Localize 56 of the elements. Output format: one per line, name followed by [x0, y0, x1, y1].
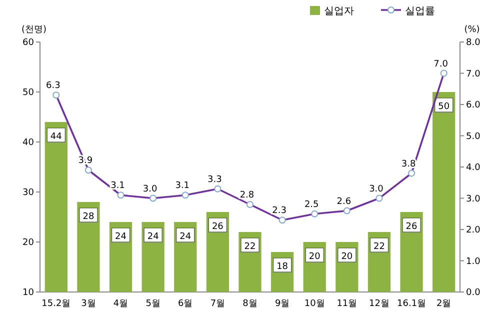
x-tick-label: 5월 — [146, 299, 160, 309]
data-label: 24 — [115, 232, 127, 242]
data-label: 22 — [374, 242, 385, 252]
x-tick-label: 8월 — [242, 299, 258, 309]
x-tick-label: 9월 — [274, 299, 290, 309]
x-tick-label: 4월 — [113, 299, 128, 309]
data-label: 24 — [180, 232, 192, 242]
y2-tick-label: 3.0 — [466, 194, 481, 204]
data-label: 2.8 — [240, 190, 254, 200]
legend-label: 실업률 — [405, 6, 435, 17]
data-label: 7.0 — [434, 59, 448, 70]
data-label: 24 — [147, 232, 160, 242]
x-tick-label: 10월 — [304, 299, 325, 309]
x-tick-label: 16.1월 — [397, 299, 426, 309]
data-label: 2.6 — [336, 196, 352, 207]
x-tick-label: 7월 — [210, 299, 226, 309]
y2-tick-label: 7.0 — [466, 69, 481, 80]
data-label: 28 — [82, 212, 94, 222]
data-label: 3.1 — [110, 181, 125, 192]
y2-tick-label: 2.0 — [466, 226, 481, 236]
y-tick-label: 10 — [22, 288, 34, 298]
data-label: 6.3 — [46, 81, 60, 92]
data-label: 26 — [212, 222, 224, 232]
data-label: 22 — [244, 242, 256, 252]
y2-tick-label: 6.0 — [466, 100, 481, 110]
y-tick-label: 20 — [22, 238, 34, 248]
y-tick-label: 30 — [22, 188, 34, 198]
y-tick-label: 40 — [22, 138, 34, 148]
y-tick-label: 50 — [22, 88, 34, 98]
x-tick-label: 2월 — [436, 299, 452, 309]
data-label: 20 — [341, 252, 353, 262]
y2-tick-label: 1.0 — [466, 256, 481, 267]
y2-tick-label: 0.0 — [466, 288, 481, 298]
data-label: 3.3 — [208, 174, 222, 185]
data-label: 3.0 — [142, 184, 158, 194]
y2-tick-label: 5.0 — [466, 132, 481, 142]
x-tick-label: 12월 — [369, 299, 390, 309]
legend-label: 실업자 — [324, 6, 354, 17]
data-label: 3.1 — [175, 181, 190, 192]
y-tick-label: 60 — [22, 38, 34, 48]
y2-axis-title: (%) — [464, 25, 480, 35]
x-tick-label: 11월 — [336, 299, 358, 309]
data-label: 2.3 — [272, 206, 286, 216]
x-tick-label: 6월 — [178, 299, 193, 309]
x-tick-label: 3월 — [81, 299, 96, 309]
data-label: 26 — [406, 222, 418, 232]
data-label: 50 — [438, 102, 450, 112]
x-tick-label: 15.2월 — [42, 299, 71, 309]
data-label: 44 — [50, 132, 62, 142]
data-label: 20 — [308, 252, 321, 262]
data-label: 18 — [276, 262, 288, 272]
y2-tick-label: 8.0 — [466, 38, 481, 48]
data-label: 3.0 — [369, 184, 384, 194]
data-label: 2.5 — [304, 200, 319, 210]
y2-tick-label: 4.0 — [466, 163, 481, 173]
y-axis-title: (천명) — [21, 25, 47, 35]
